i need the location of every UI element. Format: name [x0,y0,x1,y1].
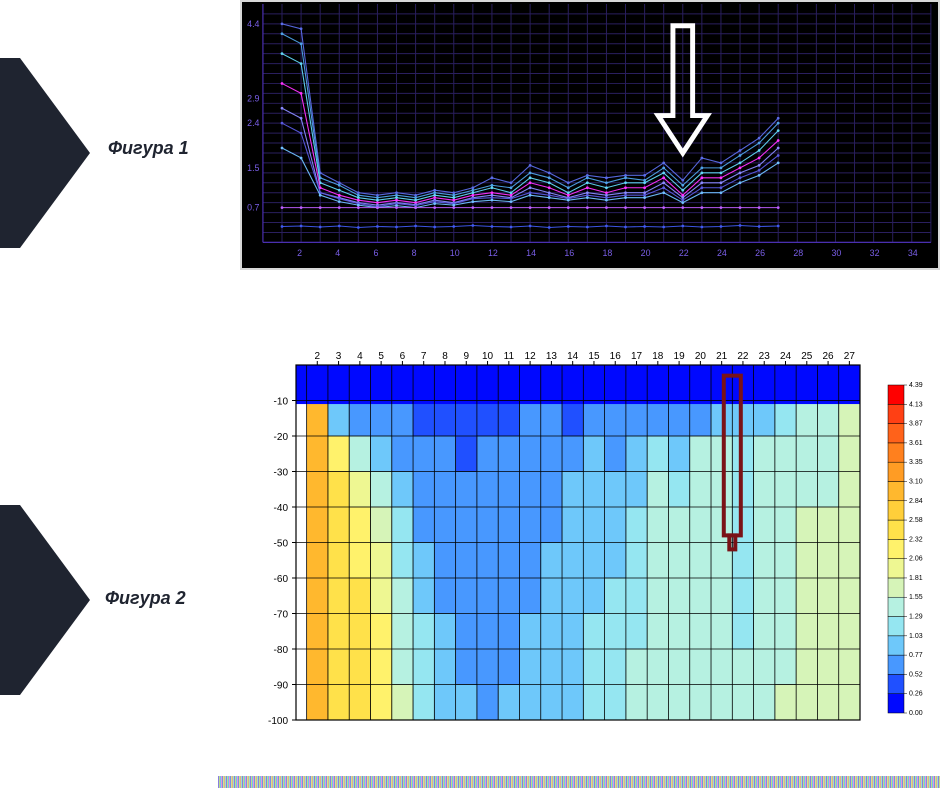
svg-text:4: 4 [335,248,340,258]
svg-text:24: 24 [717,248,727,258]
svg-text:0.52: 0.52 [909,671,923,678]
svg-text:30: 30 [832,248,842,258]
svg-text:1.29: 1.29 [909,614,923,621]
svg-text:3: 3 [336,351,342,362]
svg-text:-80: -80 [274,645,289,656]
svg-text:-90: -90 [274,681,289,692]
svg-text:11: 11 [504,351,515,362]
svg-text:1.5: 1.5 [247,163,259,173]
svg-text:0.77: 0.77 [909,652,923,659]
svg-text:9: 9 [463,351,469,362]
svg-text:6: 6 [400,351,406,362]
fig1-label: Фигура 1 [108,138,189,159]
svg-text:-60: -60 [274,574,289,585]
svg-text:19: 19 [674,351,686,362]
svg-text:18: 18 [652,351,664,362]
svg-text:0.26: 0.26 [909,691,923,698]
svg-text:12: 12 [488,248,498,258]
svg-text:-10: -10 [274,397,289,408]
svg-text:23: 23 [759,351,771,362]
svg-text:8: 8 [412,248,417,258]
svg-text:5: 5 [378,351,384,362]
svg-text:12: 12 [525,351,537,362]
svg-text:14: 14 [567,351,579,362]
svg-text:2: 2 [297,248,302,258]
svg-text:-70: -70 [274,610,289,621]
fig2-label: Фигура 2 [105,588,186,609]
svg-text:1.55: 1.55 [909,594,923,601]
svg-text:21: 21 [716,351,728,362]
svg-text:2.32: 2.32 [909,536,923,543]
svg-text:3.10: 3.10 [909,478,923,485]
svg-text:32: 32 [870,248,880,258]
svg-text:3.87: 3.87 [909,421,923,428]
svg-text:-30: -30 [274,468,289,479]
svg-text:4.39: 4.39 [909,382,923,389]
figure2-heatmap: 2345678910111213141516171819202122232425… [240,345,940,745]
svg-text:7: 7 [421,351,427,362]
svg-text:26: 26 [755,248,765,258]
svg-text:2.58: 2.58 [909,517,923,524]
svg-text:0.7: 0.7 [247,203,259,213]
svg-text:2.06: 2.06 [909,556,923,563]
svg-text:2.84: 2.84 [909,498,923,505]
svg-text:15: 15 [588,351,600,362]
noise-strip [218,776,940,788]
svg-text:17: 17 [631,351,643,362]
svg-text:3.35: 3.35 [909,459,923,466]
svg-text:24: 24 [780,351,792,362]
svg-text:4: 4 [357,351,363,362]
svg-text:2.4: 2.4 [247,118,259,128]
svg-text:3.61: 3.61 [909,440,923,447]
svg-text:-100: -100 [268,716,288,727]
svg-text:1.81: 1.81 [909,575,923,582]
svg-text:0.00: 0.00 [909,710,923,717]
svg-text:26: 26 [823,351,835,362]
svg-text:20: 20 [641,248,651,258]
svg-text:-50: -50 [274,539,289,550]
svg-text:18: 18 [602,248,612,258]
svg-text:22: 22 [737,351,749,362]
svg-text:-40: -40 [274,503,289,514]
svg-text:4.13: 4.13 [909,401,923,408]
figure1-line-chart: 0.71.52.42.94.42468101214161820222426283… [240,0,940,270]
svg-text:27: 27 [844,351,856,362]
svg-text:25: 25 [801,351,813,362]
svg-text:1.03: 1.03 [909,633,923,640]
svg-text:13: 13 [546,351,558,362]
svg-text:16: 16 [610,351,622,362]
svg-text:22: 22 [679,248,689,258]
svg-text:34: 34 [908,248,918,258]
svg-text:10: 10 [450,248,460,258]
decorative-chevron-2 [0,505,90,695]
svg-text:10: 10 [482,351,494,362]
svg-text:16: 16 [564,248,574,258]
svg-text:-20: -20 [274,432,289,443]
svg-text:20: 20 [695,351,707,362]
svg-text:4.4: 4.4 [247,19,259,29]
svg-text:2: 2 [315,351,321,362]
svg-text:8: 8 [442,351,448,362]
decorative-chevron-1 [0,58,90,248]
svg-text:28: 28 [793,248,803,258]
svg-text:14: 14 [526,248,536,258]
svg-text:6: 6 [373,248,378,258]
svg-text:2.9: 2.9 [247,93,259,103]
